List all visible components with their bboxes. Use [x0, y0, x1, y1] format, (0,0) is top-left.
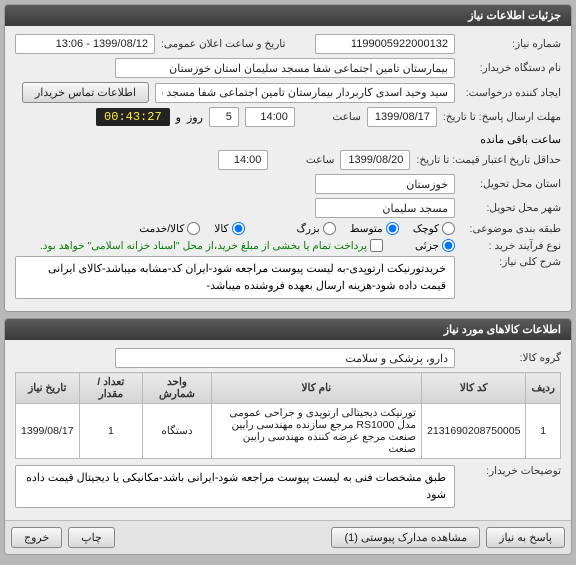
chk-treasury[interactable]: پرداخت تمام یا بخشی از مبلغ خرید،از محل …	[40, 239, 383, 252]
btn-print[interactable]: چاپ	[68, 527, 115, 548]
lbl-province: استان محل تحویل:	[461, 178, 561, 190]
lbl-budget: طبقه بندی موضوعی:	[461, 223, 561, 235]
panel2-body: گروه کالا: ردیفکد کالانام کالاواحد شمارش…	[5, 340, 571, 520]
field-announce	[15, 34, 155, 54]
panel2-header: اطلاعات کالاهای مورد نیاز	[5, 319, 571, 340]
field-price-date	[340, 150, 410, 170]
panel-goods: اطلاعات کالاهای مورد نیاز گروه کالا: ردی…	[4, 318, 572, 555]
field-reply-hour	[245, 107, 295, 127]
btn-exit[interactable]: خروج	[11, 527, 62, 548]
field-creator	[155, 83, 455, 103]
lbl-remaining: ساعت باقی مانده	[480, 133, 561, 146]
goods-radios: کالا کالا/خدمت	[139, 222, 244, 235]
lbl-buyer-org: نام دستگاه خریدار:	[461, 62, 561, 74]
radio-partial[interactable]: جزئی	[415, 239, 455, 252]
table-cell: 1	[79, 404, 143, 459]
lbl-hour2: ساعت	[274, 154, 334, 166]
table-cell: 2131690208750005	[422, 404, 526, 459]
col-header: تعداد / مقدار	[79, 373, 143, 404]
field-city	[315, 198, 455, 218]
table-cell: 1399/08/17	[16, 404, 80, 459]
lbl-and: و	[176, 111, 181, 124]
table-cell: 1	[526, 404, 561, 459]
lbl-buytype: نوع فرآیند خرید :	[461, 240, 561, 252]
panel1-body: شماره نیاز: تاریخ و ساعت اعلان عمومی: نا…	[5, 26, 571, 311]
field-buyer-org	[115, 58, 455, 78]
panel-details: جزئیات اطلاعات نیاز شماره نیاز: تاریخ و …	[4, 4, 572, 312]
lbl-day: روز	[187, 111, 203, 124]
btn-reply[interactable]: پاسخ به نیاز	[486, 527, 565, 548]
lbl-goods-group: گروه کالا:	[461, 352, 561, 364]
radio-small[interactable]: کوچک	[413, 222, 455, 235]
lbl-hour1: ساعت	[301, 111, 361, 123]
radio-goods[interactable]: کالا	[214, 222, 244, 235]
col-header: کد کالا	[422, 373, 526, 404]
lbl-need-no: شماره نیاز:	[461, 38, 561, 50]
field-general-desc: خریدتورنیکت ارتوپدی-به لیست پیوست مراجعه…	[15, 256, 455, 299]
radio-service[interactable]: کالا/خدمت	[139, 222, 200, 235]
lbl-announce: تاریخ و ساعت اعلان عمومی:	[161, 38, 285, 50]
lbl-creator: ایجاد کننده درخواست:	[461, 87, 561, 99]
btn-contact[interactable]: اطلاعات تماس خریدار	[22, 82, 149, 103]
table-cell: دستگاه	[143, 404, 212, 459]
lbl-city: شهر محل تحویل:	[461, 202, 561, 214]
lbl-price-valid: حداقل تاریخ اعتبار قیمت: تا تاریخ:	[416, 154, 561, 166]
table-row[interactable]: 12131690208750005تورنیکت دیجیتالی ارتوپد…	[16, 404, 561, 459]
lbl-reply-deadline: مهلت ارسال پاسخ: تا تاریخ:	[443, 111, 561, 123]
field-buyer-notes: طبق مشخصات فنی به لیست پیوست مراجعه شود-…	[15, 465, 455, 508]
col-header: واحد شمارش	[143, 373, 212, 404]
col-header: تاریخ نیاز	[16, 373, 80, 404]
lbl-general-desc: شرح کلی نیاز:	[461, 256, 561, 268]
field-goods-group	[115, 348, 455, 368]
table-cell: تورنیکت دیجیتالی ارتوپدی و جراحی عمومی م…	[211, 404, 421, 459]
timer: 00:43:27	[96, 108, 170, 126]
col-header: ردیف	[526, 373, 561, 404]
radio-medium[interactable]: متوسط	[350, 222, 399, 235]
field-reply-date	[367, 107, 437, 127]
goods-table: ردیفکد کالانام کالاواحد شمارشتعداد / مقد…	[15, 372, 561, 459]
field-price-hour	[218, 150, 268, 170]
lbl-buyer-notes: توضیحات خریدار:	[461, 465, 561, 477]
radio-large[interactable]: بزرگ	[297, 222, 336, 235]
footer-bar: پاسخ به نیاز مشاهده مدارک پیوستی (1) چاپ…	[5, 520, 571, 554]
field-days	[209, 107, 239, 127]
field-need-no	[315, 34, 455, 54]
col-header: نام کالا	[211, 373, 421, 404]
field-province	[315, 174, 455, 194]
panel1-header: جزئیات اطلاعات نیاز	[5, 5, 571, 26]
size-radios: کوچک متوسط بزرگ	[297, 222, 455, 235]
btn-attachments[interactable]: مشاهده مدارک پیوستی (1)	[331, 527, 480, 548]
